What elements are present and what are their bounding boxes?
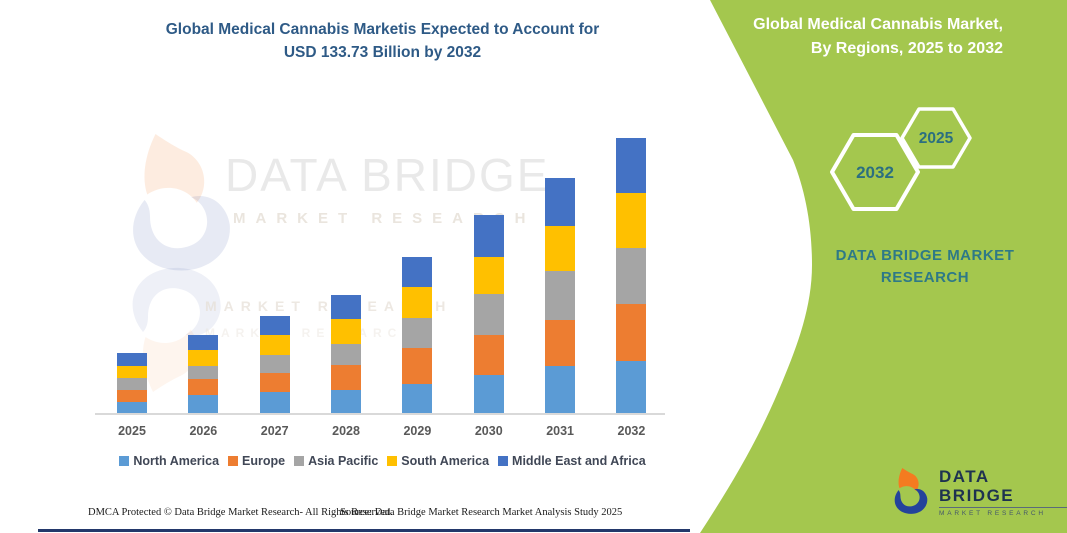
bar-segment [616,138,647,193]
legend-swatch [119,456,130,466]
legend-swatch [294,456,305,466]
legend-item: North America [119,454,219,468]
bar-segment [402,256,433,287]
panel-heading-line1: Global Medical Cannabis Market, [753,16,1003,33]
x-axis-tick-label: 2027 [260,424,289,438]
bar-segment [473,334,504,375]
bar-segment [545,271,576,320]
footer-source: Source: Data Bridge Market Research Mark… [340,507,623,518]
watermark-subtext: MARKET RESEARCH [233,210,536,227]
bar-segment [545,225,576,272]
bar-segment [545,366,576,413]
bar-segment [259,373,290,392]
watermark-ghost-text: MARKET RESEARCH [205,326,418,340]
legend-label: South America [401,454,490,468]
chart-title-line1: Global Medical Cannabis Marketis Expecte… [165,21,600,38]
bar-segment [259,334,290,355]
x-axis-tick-label: 2032 [617,424,646,438]
legend-label: North America [133,454,220,468]
legend-label: Europe [242,454,286,468]
bar-segment [473,215,504,257]
bar-segment [188,395,219,413]
bar-segment [473,374,504,413]
legend-swatch [387,456,398,466]
bar-segment [188,379,219,396]
bar-segment [402,347,433,384]
bar-segment [331,343,362,366]
hexagon-2032 [830,133,920,211]
bar-segment [545,319,576,367]
x-axis-tick-label: 2028 [332,424,360,438]
hexagon-2032-label: 2032 [856,163,894,182]
bar-segment [117,352,147,366]
bar-segment [331,295,362,319]
side-panel-shape [700,0,1067,533]
footer-divider [38,529,690,532]
hexagon-2025-label: 2025 [919,130,954,147]
watermark-ghost-text: MARKET RESEARCH [205,298,453,314]
logo-name: DATA BRIDGE [939,467,1015,505]
panel-heading: Global Medical Cannabis Market, By Regio… [718,13,1003,61]
legend-item: South America [387,454,489,468]
bar-segment [616,303,647,361]
legend-label: Asia Pacific [308,454,379,468]
bar-segment [259,392,290,413]
panel-brand-line1: DATA BRIDGE MARKET [835,247,1015,264]
bar-segment [616,360,647,413]
panel-brand-line2: RESEARCH [880,269,970,286]
legend-swatch [228,456,239,466]
legend-label: Middle East and Africa [512,454,646,468]
watermark-text: DATA BRIDGE [225,149,550,201]
logo-subtitle: MARKET RESEARCH [939,507,1067,517]
bar-segment [402,383,433,413]
x-axis-tick-label: 2029 [403,424,432,438]
panel-brand-text: DATA BRIDGE MARKET RESEARCH [810,245,1040,289]
bar-segment [188,335,219,351]
hexagon-2025 [900,107,972,169]
legend-item: Middle East and Africa [498,454,646,468]
x-axis-line [95,413,665,415]
bar-segment [117,401,147,413]
bar-segment [117,389,147,402]
bar-segment [473,256,504,295]
bar-segment [259,316,290,335]
watermark-logo-icon [133,134,230,271]
bar-segment [616,247,647,304]
bar-segment [402,318,433,348]
x-axis-tick-label: 2030 [474,424,503,438]
chart-title-line2: USD 133.73 Billion by 2032 [283,44,482,61]
bar-segment [188,365,219,380]
bar-segment [259,354,290,374]
bar-segment [117,365,147,379]
bar-segment [402,286,433,319]
bar-segment [473,294,504,335]
bar-segment [331,389,362,413]
bar-segment [545,177,576,226]
year-hexagons: 2032 2025 [830,107,972,211]
chart-legend: North America Europe Asia Pacific South Ame… [90,454,675,468]
legend-item: Asia Pacific [294,454,378,468]
footer-copyright: DMCA Protected © Data Bridge Market Rese… [88,507,393,518]
x-axis-tick-label: 2031 [546,424,574,438]
bar-segment [616,192,647,248]
panel-heading-line2: By Regions, 2025 to 2032 [810,40,1003,57]
watermark-logo-icon [132,267,221,392]
legend-item: Europe [228,454,285,468]
databridge-logo-icon [894,467,928,514]
bar-segment [331,318,362,344]
bar-segment [117,378,147,390]
bar-segment [188,350,219,366]
legend-swatch [498,456,509,466]
x-axis-tick-label: 2026 [189,424,218,438]
x-axis-tick-label: 2025 [118,424,146,438]
chart-title: Global Medical Cannabis Marketis Expecte… [95,18,670,64]
bar-segment [331,365,362,390]
databridge-logo: DATA BRIDGE MARKET RESEARCH [893,467,1067,517]
